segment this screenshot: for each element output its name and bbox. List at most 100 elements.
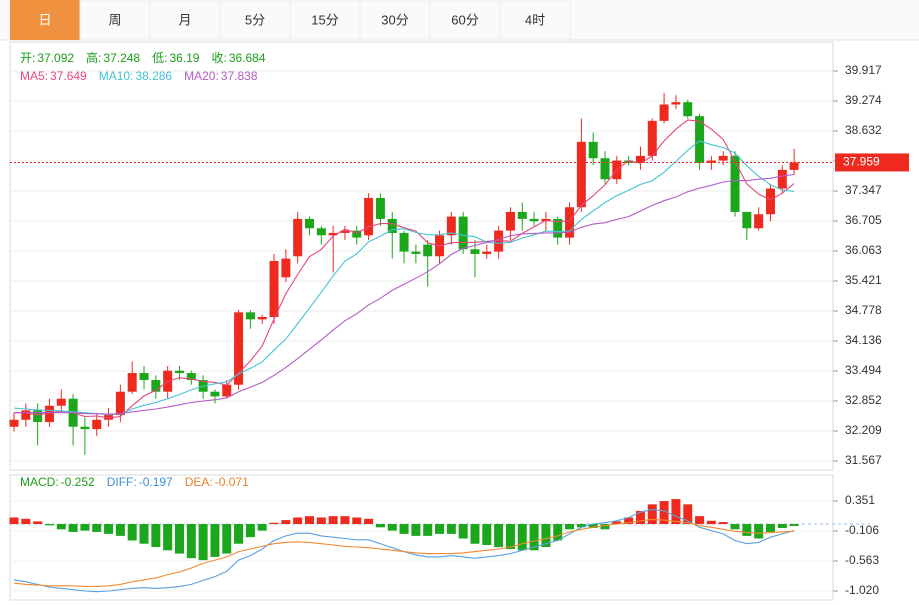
macd-bar — [340, 516, 350, 525]
tab-label[interactable]: 4时 — [525, 12, 545, 27]
macd-bar — [305, 516, 314, 525]
tab-label[interactable]: 15分 — [311, 12, 338, 27]
macd-bar — [245, 524, 255, 538]
macd-bar — [517, 524, 527, 551]
ma-line — [14, 173, 795, 415]
ma-line — [14, 119, 795, 419]
macd-bar — [257, 524, 267, 531]
candle-body — [174, 370, 184, 374]
macd-bar — [127, 524, 137, 541]
macd-bar — [482, 524, 492, 546]
macd-bar — [21, 518, 31, 525]
candle-body — [151, 380, 161, 392]
macd-bar — [375, 524, 385, 528]
readout-label: DEA: — [185, 475, 213, 489]
readout-label: 高: — [86, 50, 101, 65]
candle-body — [588, 141, 598, 159]
macd-bar — [624, 517, 634, 525]
candle-body — [789, 162, 799, 170]
tab-label[interactable]: 60分 — [451, 12, 478, 27]
y-tick-label: 37.347 — [845, 183, 882, 197]
candle-body — [423, 244, 433, 257]
macd-bar — [104, 524, 114, 534]
macd-bar — [458, 524, 468, 539]
candle-body — [718, 155, 728, 161]
macd-bar — [742, 524, 752, 536]
macd-bar — [222, 524, 232, 554]
y-tick-label: -1.020 — [845, 583, 879, 597]
macd-bar — [399, 524, 409, 534]
tab-label[interactable]: 30分 — [381, 12, 408, 27]
readout-value: 36.19 — [169, 51, 199, 65]
macd-panel-frame — [9, 474, 834, 601]
candle-body — [293, 218, 303, 257]
candle-body — [352, 230, 362, 238]
candle-body — [624, 160, 634, 163]
macd-bar — [364, 518, 374, 525]
macd-bar — [198, 524, 208, 561]
macd-bar — [92, 524, 102, 532]
y-tick-label: 0.351 — [845, 493, 875, 507]
candle-body — [517, 211, 527, 219]
macd-bar — [139, 524, 149, 544]
macd-bar — [600, 524, 610, 530]
y-tick-label: 32.209 — [845, 423, 882, 437]
last-price-box — [835, 153, 909, 172]
candle-body — [742, 211, 752, 229]
y-tick-label: 34.778 — [845, 303, 882, 317]
macd-bar — [683, 504, 693, 525]
macd-bar — [44, 524, 54, 526]
macd-bar — [352, 517, 362, 525]
candle-body — [340, 230, 350, 233]
candle-body — [565, 207, 575, 238]
y-tick-label: 35.421 — [845, 273, 882, 287]
candle-body — [659, 104, 669, 121]
tab[interactable] — [499, 0, 571, 41]
readout-value: 36.684 — [229, 51, 266, 65]
macd-bar — [33, 521, 43, 525]
macd-bar — [56, 524, 66, 530]
candle-body — [777, 169, 787, 189]
macd-line — [13, 518, 795, 587]
readout-value: -0.071 — [215, 475, 249, 489]
macd-bar — [565, 524, 575, 530]
readout-value: -0.252 — [61, 475, 95, 489]
macd-bar — [9, 517, 19, 525]
readout-label: DIFF: — [107, 475, 137, 489]
candle-body — [9, 419, 19, 427]
candle-body — [364, 197, 374, 236]
candle-body — [671, 102, 681, 105]
candle-body — [387, 218, 397, 233]
candle-body — [186, 373, 196, 381]
candle-body — [399, 232, 409, 252]
macd-bar — [411, 524, 421, 536]
candle-body — [234, 312, 244, 385]
last-price-label: 37.959 — [843, 155, 880, 169]
tab-label[interactable]: 5分 — [245, 12, 265, 27]
y-tick-label: 39.274 — [845, 93, 882, 107]
macd-bar — [174, 524, 184, 554]
tab-label[interactable]: 日 — [38, 12, 51, 27]
readout-value: 37.649 — [50, 69, 87, 83]
macd-bar — [789, 524, 799, 527]
tab-label[interactable]: 周 — [108, 12, 121, 27]
macd-bar — [186, 524, 196, 559]
macd-bar — [446, 524, 456, 534]
candle-body — [529, 218, 539, 222]
candle-body — [56, 398, 66, 406]
readout-label: MA20: — [184, 69, 219, 83]
candle-body — [33, 410, 43, 423]
readout-value: 38.286 — [135, 69, 172, 83]
macd-bar — [647, 504, 657, 525]
macd-bar — [777, 524, 787, 528]
candle-body — [576, 141, 586, 208]
macd-bar — [671, 499, 681, 525]
candle-body — [80, 426, 90, 430]
tab[interactable] — [10, 0, 80, 40]
candle-body — [695, 116, 705, 163]
candle-body — [470, 249, 480, 254]
tab-label[interactable]: 月 — [178, 12, 191, 27]
macd-bar — [754, 524, 764, 539]
ma-line — [13, 140, 795, 416]
